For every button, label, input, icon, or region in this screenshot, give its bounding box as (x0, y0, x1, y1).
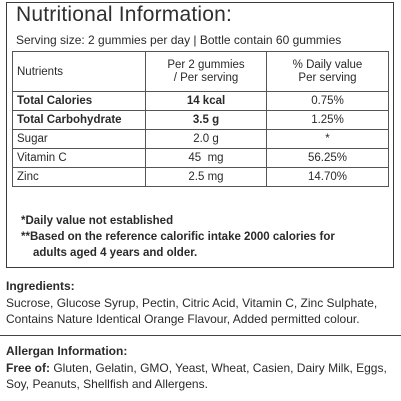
row-amount: 2.5 mg (145, 167, 267, 187)
footnote-reference: **Based on the reference calorific intak… (21, 231, 335, 243)
row-name: Total Calories (12, 91, 146, 111)
header-per-serving: Per 2 gummies / Per serving (145, 51, 267, 92)
table-row: Total Carbohydrate 3.5 g 1.25% (12, 110, 389, 130)
nutrition-title: Nutritional Information: (16, 3, 233, 26)
footnote-daily-value: *Daily value not established (21, 215, 174, 227)
row-amount: 2.0 g (145, 129, 267, 149)
free-of-label: Free of: (6, 361, 51, 375)
header-nutrients: Nutrients (12, 51, 146, 92)
header-per-serving-line2: / Per serving (173, 71, 239, 84)
row-name: Vitamin C (12, 148, 146, 168)
row-amount: 45 mg (145, 148, 267, 168)
row-dv: 14.70% (266, 167, 389, 187)
row-amount: 14 kcal (145, 91, 267, 111)
header-per-serving-line1: Per 2 gummies (167, 58, 245, 71)
row-name: Sugar (12, 129, 146, 149)
row-amount: 3.5 g (145, 110, 267, 130)
table-header-row: Nutrients Per 2 gummies / Per serving % … (12, 51, 389, 92)
table-row: Sugar 2.0 g * (12, 129, 389, 149)
serving-info: Serving size: 2 gummies per day | Bottle… (16, 33, 342, 47)
nutrition-table: Nutrients Per 2 gummies / Per serving % … (12, 51, 389, 187)
row-dv: * (266, 129, 389, 149)
header-dv-line2: Per serving (298, 71, 357, 84)
allergen-heading: Allergan Information: (6, 344, 128, 358)
allergen-text: Free of: Gluten, Gelatin, GMO, Yeast, Wh… (6, 360, 398, 392)
ingredients-text: Sucrose, Glucose Syrup, Pectin, Citric A… (6, 296, 378, 326)
table-row: Vitamin C 45 mg 56.25% (12, 148, 389, 168)
ingredients-heading: Ingredients: (6, 279, 75, 293)
row-dv: 56.25% (266, 148, 389, 168)
footnote-reference-cont: adults aged 4 years and older. (33, 247, 198, 259)
table-row: Total Calories 14 kcal 0.75% (12, 91, 389, 111)
header-daily-value: % Daily value Per serving (266, 51, 389, 92)
header-dv-line1: % Daily value (292, 58, 363, 71)
footnotes: *Daily value not established **Based on … (21, 213, 335, 261)
row-dv: 1.25% (266, 110, 389, 130)
table-row: Zinc 2.5 mg 14.70% (12, 167, 389, 187)
allergen-list: Gluten, Gelatin, GMO, Yeast, Wheat, Casi… (6, 361, 387, 391)
row-name: Total Carbohydrate (12, 110, 146, 130)
divider (0, 335, 401, 336)
row-name: Zinc (12, 167, 146, 187)
nutrition-panel: Nutritional Information: Serving size: 2… (6, 2, 394, 268)
row-dv: 0.75% (266, 91, 389, 111)
